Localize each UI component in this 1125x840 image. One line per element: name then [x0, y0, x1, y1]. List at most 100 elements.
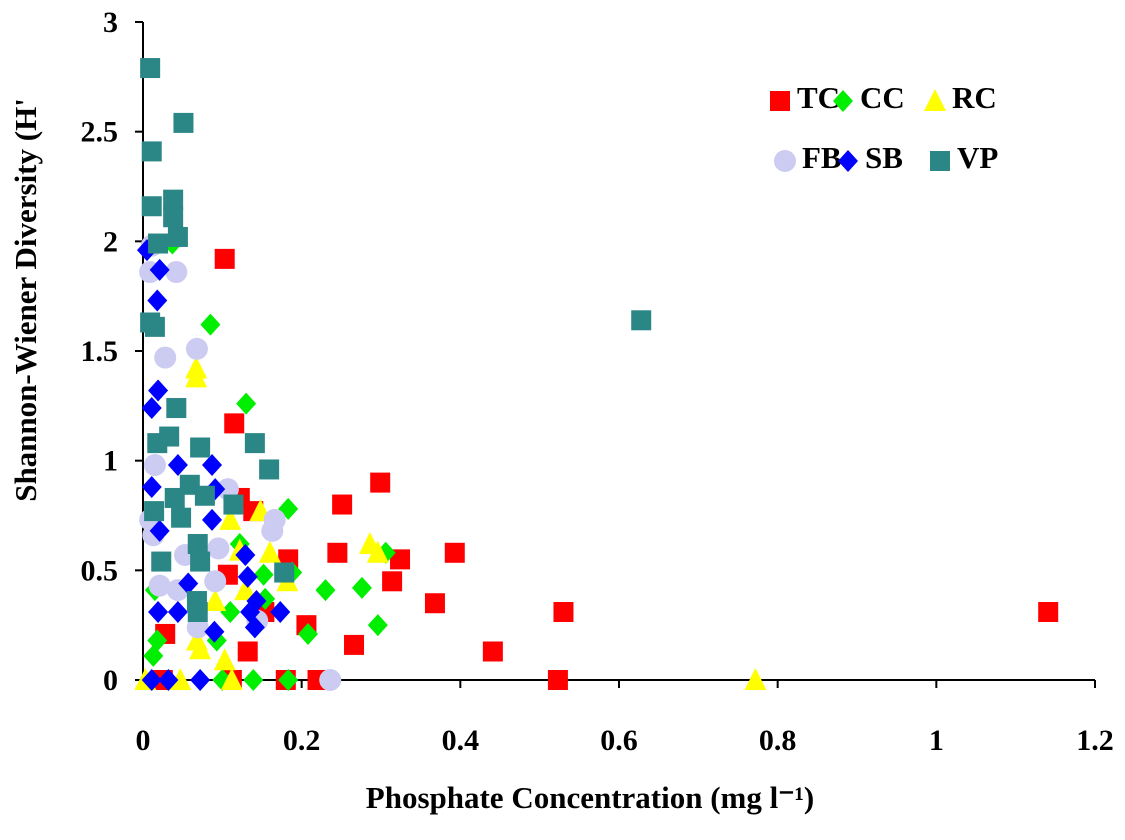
- legend-marker: [930, 151, 950, 171]
- point: [213, 648, 236, 671]
- point: [259, 459, 280, 480]
- y-tick-label: 2: [103, 225, 118, 258]
- point: [141, 397, 162, 420]
- point: [163, 189, 184, 210]
- point: [169, 668, 192, 690]
- y-tick-label: 3: [103, 6, 118, 39]
- point: [547, 670, 568, 690]
- point: [200, 313, 221, 336]
- point: [190, 437, 211, 458]
- x-tick-label: 0: [136, 724, 151, 757]
- point: [390, 549, 411, 570]
- x-tick-label: 0.4: [442, 724, 480, 757]
- point: [147, 289, 168, 312]
- point: [327, 542, 348, 563]
- point: [220, 601, 241, 624]
- y-tick-label: 1: [103, 445, 118, 478]
- point: [179, 474, 200, 495]
- point: [236, 392, 257, 415]
- point: [237, 565, 258, 588]
- y-tick-label: 0.5: [81, 554, 119, 587]
- point: [219, 507, 242, 530]
- x-tick-label: 0.6: [600, 724, 638, 757]
- point: [173, 112, 194, 133]
- y-tick-label: 0: [103, 664, 118, 697]
- point: [244, 616, 265, 639]
- point: [366, 540, 389, 563]
- point: [370, 472, 391, 493]
- point: [315, 579, 336, 602]
- point: [424, 593, 445, 614]
- point: [246, 590, 267, 613]
- legend-marker: [833, 90, 853, 112]
- point: [141, 475, 162, 498]
- x-tick-label: 0.8: [759, 724, 797, 757]
- point: [207, 537, 230, 560]
- legend-marker: [774, 150, 796, 172]
- point: [151, 551, 172, 572]
- legend-marker: [838, 150, 858, 172]
- point: [235, 543, 256, 566]
- point: [319, 669, 342, 691]
- point: [214, 248, 235, 269]
- point: [1038, 602, 1059, 623]
- point: [158, 669, 179, 691]
- point: [224, 413, 245, 434]
- point: [187, 602, 208, 623]
- point: [244, 433, 265, 454]
- point: [149, 258, 170, 281]
- point: [141, 141, 162, 162]
- y-axis-title: Shannon-Wiener Diversity (H': [8, 98, 43, 502]
- point: [167, 226, 188, 247]
- point: [148, 233, 169, 254]
- point: [382, 571, 403, 592]
- point: [202, 454, 223, 477]
- legend-label: SB: [865, 140, 903, 175]
- y-tick-label: 1.5: [81, 335, 119, 368]
- point: [243, 669, 264, 691]
- point: [274, 562, 295, 583]
- point: [237, 641, 258, 662]
- point: [553, 602, 574, 623]
- point: [143, 454, 166, 477]
- point: [144, 316, 165, 337]
- point: [298, 622, 319, 645]
- point: [223, 494, 244, 515]
- legend-label: VP: [957, 140, 998, 175]
- point: [147, 433, 168, 454]
- point: [185, 365, 208, 388]
- point: [367, 614, 388, 637]
- point: [253, 563, 274, 586]
- point: [190, 669, 211, 691]
- point: [204, 570, 227, 593]
- point: [149, 519, 170, 542]
- legend-label: TC: [797, 80, 840, 115]
- point: [194, 485, 215, 506]
- point: [140, 58, 161, 79]
- point: [148, 379, 169, 402]
- point: [163, 207, 184, 228]
- point: [154, 346, 177, 369]
- point: [631, 310, 652, 331]
- point: [165, 261, 188, 284]
- legend-label: CC: [860, 80, 905, 115]
- legend-label: FB: [802, 140, 842, 175]
- point: [178, 572, 199, 595]
- point: [744, 668, 767, 690]
- x-tick-label: 1.2: [1076, 724, 1114, 757]
- point: [204, 620, 225, 643]
- x-tick-label: 1: [929, 724, 944, 757]
- point: [234, 578, 257, 601]
- point: [166, 398, 187, 419]
- point: [351, 576, 372, 599]
- point: [141, 196, 162, 217]
- point: [141, 669, 162, 691]
- point: [185, 628, 208, 651]
- point: [344, 634, 365, 655]
- point: [164, 487, 185, 508]
- x-axis-title: Phosphate Concentration (mg l⁻¹): [366, 780, 814, 815]
- point: [278, 669, 299, 691]
- point: [258, 540, 281, 563]
